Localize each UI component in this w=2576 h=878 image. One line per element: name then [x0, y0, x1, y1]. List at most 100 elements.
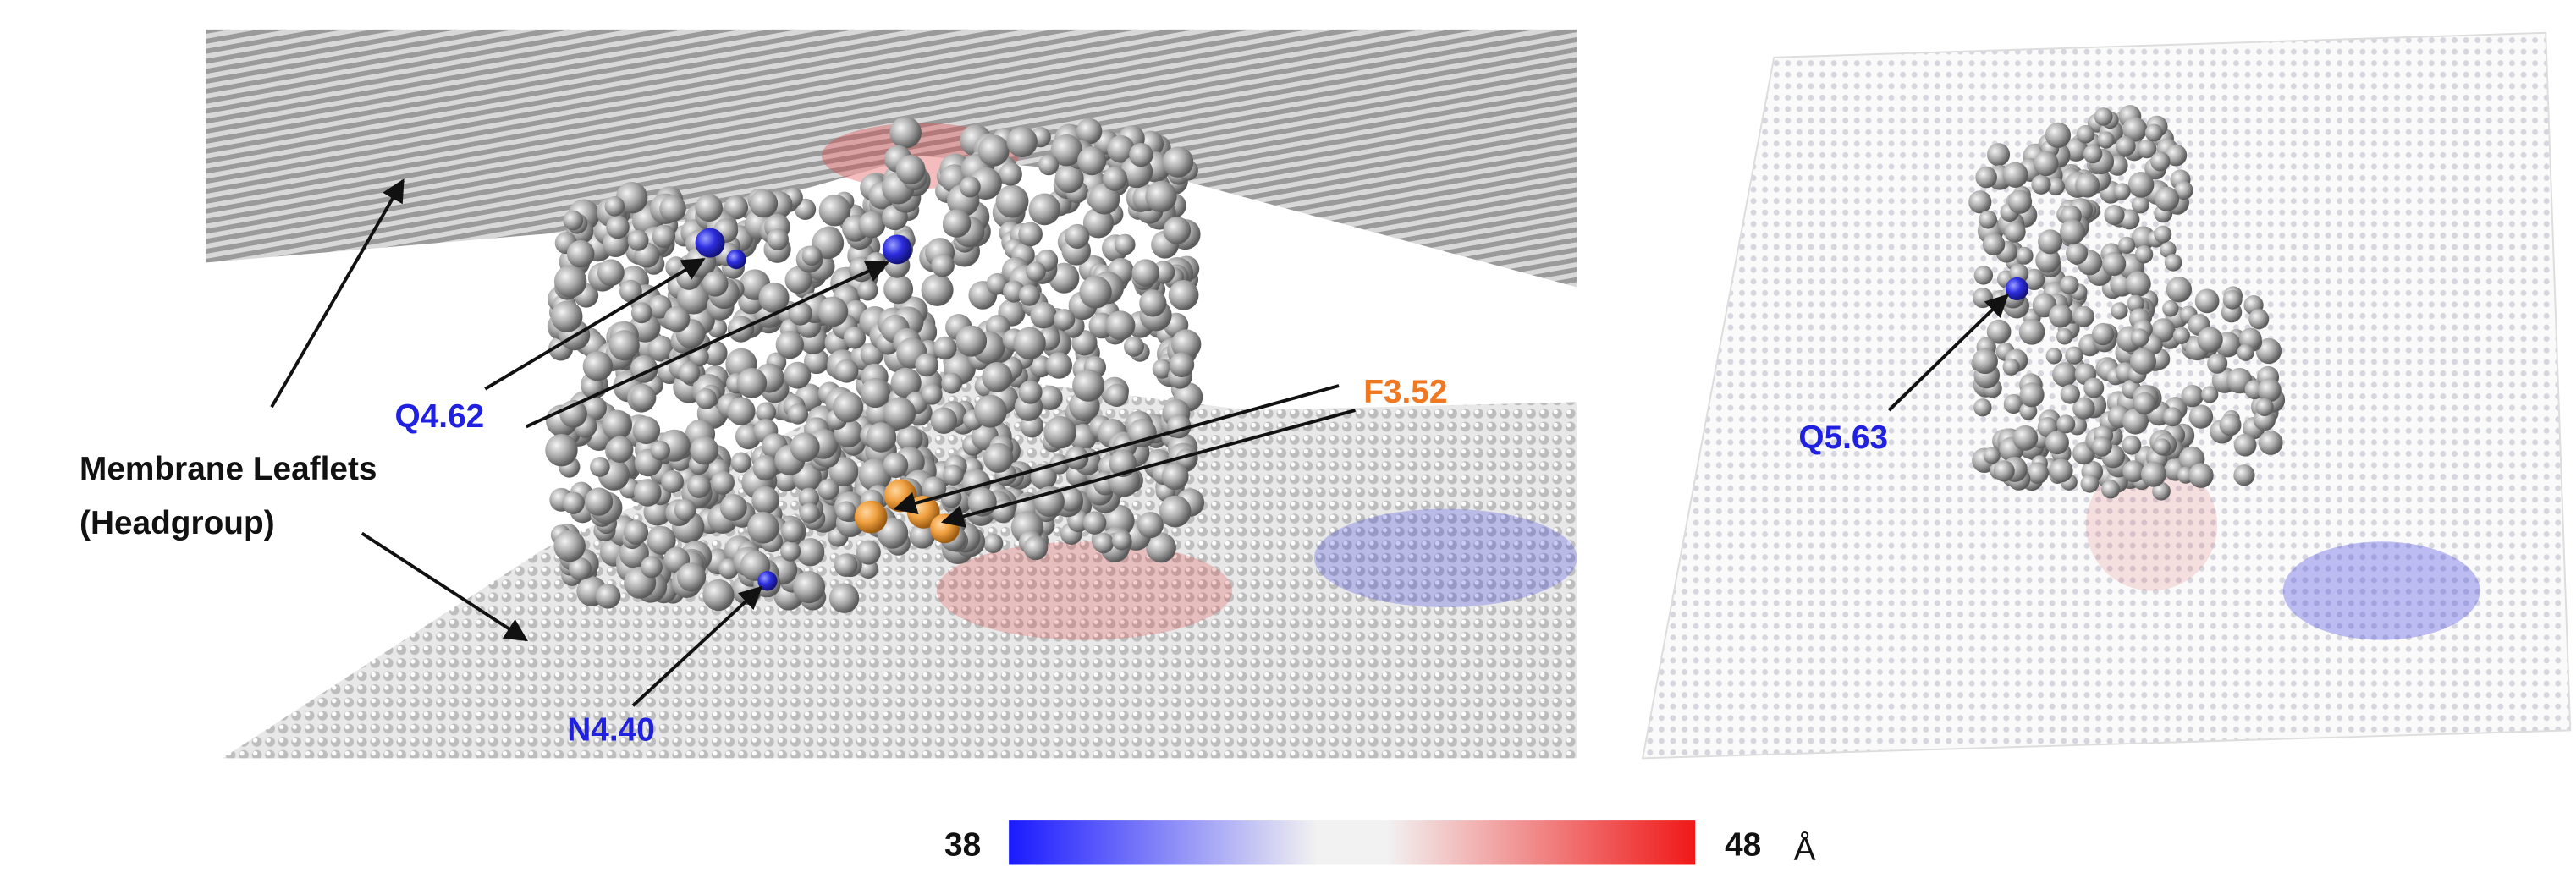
residue-sphere [696, 228, 725, 258]
sphere [1973, 288, 1993, 308]
sphere [1979, 211, 1997, 229]
sphere [1105, 384, 1128, 407]
residue-sphere [726, 250, 746, 269]
residue-sphere [883, 234, 912, 264]
sphere [2197, 327, 2222, 352]
sphere [554, 265, 586, 297]
sphere [960, 177, 981, 198]
sphere [2045, 123, 2071, 148]
sphere [2116, 136, 2136, 156]
sphere [829, 584, 859, 613]
sphere [922, 274, 954, 306]
sphere [2150, 151, 2170, 171]
colorbar-unit: Å [1794, 831, 1816, 868]
sphere [996, 185, 1029, 218]
sphere [793, 571, 825, 603]
sphere [695, 195, 723, 222]
sphere [1145, 181, 1176, 212]
sphere [563, 211, 583, 231]
sphere [2135, 245, 2153, 263]
sphere [545, 434, 577, 466]
sphere [1968, 190, 1991, 213]
sphere [2046, 348, 2062, 364]
sphere [2201, 386, 2218, 403]
sphere [2094, 107, 2113, 126]
sphere [661, 470, 684, 493]
sphere [551, 301, 582, 332]
sphere [711, 471, 735, 495]
sphere [2248, 309, 2269, 329]
sphere [2125, 272, 2150, 297]
sphere [2045, 431, 2069, 454]
sphere [677, 562, 706, 591]
label: N4.40 [567, 712, 655, 749]
sphere [2098, 131, 2115, 148]
colorbar-min: 38 [944, 826, 981, 863]
sphere [606, 216, 630, 239]
sphere [2165, 254, 2182, 272]
sphere [931, 408, 957, 434]
sphere [747, 512, 779, 544]
sphere [2188, 463, 2213, 487]
sphere [788, 403, 808, 424]
sphere [1139, 289, 1166, 316]
sphere [702, 579, 734, 611]
sphere [2166, 277, 2192, 302]
sphere [2052, 362, 2077, 387]
label: Q4.62 [395, 398, 485, 435]
sphere [896, 155, 926, 184]
sphere [609, 330, 640, 360]
sphere [2101, 480, 2120, 498]
sphere [931, 254, 955, 277]
sphere [1054, 309, 1075, 330]
sphere [634, 479, 662, 507]
sphere [1103, 167, 1127, 191]
sphere [624, 520, 648, 545]
sphere [630, 385, 657, 411]
sphere [834, 553, 858, 577]
sphere [583, 351, 613, 381]
residue-sphere [855, 501, 888, 534]
sphere [943, 209, 971, 237]
sphere [652, 225, 676, 249]
sphere [835, 359, 859, 383]
sphere [856, 541, 881, 565]
sphere [696, 388, 717, 409]
sphere [1079, 276, 1111, 308]
sphere [983, 534, 1003, 553]
sphere [1030, 302, 1056, 328]
sphere [751, 486, 779, 514]
sphere [2207, 354, 2227, 374]
sphere [631, 302, 652, 323]
sphere [2163, 407, 2182, 426]
sphere [2255, 398, 2273, 416]
sphere [1124, 337, 1144, 357]
sphere [2008, 189, 2032, 213]
colorbar-max: 48 [1725, 826, 1761, 863]
label: Q5.63 [1798, 420, 1888, 456]
sphere [1131, 259, 1159, 287]
sphere [727, 398, 755, 425]
sphere [2075, 173, 2100, 197]
residue-sphere [2006, 277, 2028, 300]
sphere [781, 520, 804, 543]
sphere [1112, 530, 1131, 550]
sphere [2056, 414, 2075, 433]
sphere [597, 259, 625, 286]
sphere [1018, 222, 1043, 247]
sphere [687, 475, 711, 498]
sphere [2019, 319, 2045, 345]
sphere [861, 378, 890, 408]
sphere [2133, 392, 2155, 414]
label: F3.52 [1363, 374, 1447, 410]
sphere [2234, 434, 2257, 457]
sphere [2154, 438, 2171, 455]
sphere [2223, 290, 2243, 310]
sphere [2181, 385, 2203, 407]
sphere [1077, 146, 1106, 175]
sphere [1072, 370, 1104, 402]
sphere [1164, 217, 1192, 244]
sphere [596, 584, 620, 608]
sphere [767, 228, 789, 250]
sphere [2122, 436, 2141, 455]
